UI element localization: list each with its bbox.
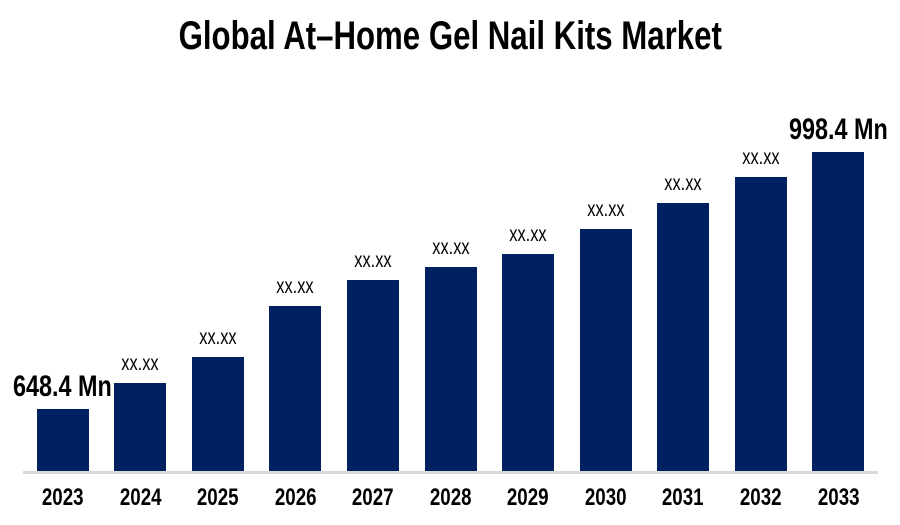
x-axis-label-2025: 2025 <box>197 484 239 511</box>
bar-group-2031: xx.xx <box>644 60 722 471</box>
bar-2026 <box>269 306 322 471</box>
x-axis-label-2033: 2033 <box>817 484 860 511</box>
bar-group-2025: xx.xx <box>179 60 257 471</box>
bar-2031 <box>657 203 710 471</box>
bar-value-label-2027: xx.xx <box>354 249 392 272</box>
x-axis-labels: 2023 2024 2025 2026 2027 2028 2029 2030 … <box>24 486 877 510</box>
bar-group-2027: xx.xx <box>334 60 412 471</box>
bar-2024 <box>114 383 167 471</box>
x-axis-label-2023: 2023 <box>41 484 84 511</box>
bar-group-2028: xx.xx <box>412 60 490 471</box>
bar-group-2033: 998.4 Mn <box>789 60 888 471</box>
x-axis-label-2028: 2028 <box>429 484 472 511</box>
x-axis-label-2027: 2027 <box>352 484 394 511</box>
bar-group-2023: 648.4 Mn <box>13 60 112 471</box>
bar-2025 <box>191 357 244 471</box>
bar-2033 <box>812 152 865 471</box>
bar-2028 <box>424 267 477 471</box>
bar-2032 <box>734 177 787 471</box>
bar-group-2032: xx.xx <box>722 60 800 471</box>
bar-plot-area: 648.4 Mn xx.xx xx.xx xx.xx xx.xx xx.xx x… <box>13 60 888 471</box>
bar-2023 <box>36 409 89 471</box>
bar-2030 <box>579 229 632 471</box>
bar-value-label-2029: xx.xx <box>509 223 547 246</box>
x-axis-label-2024: 2024 <box>119 484 162 511</box>
x-axis-line <box>23 471 878 474</box>
bar-2029 <box>502 254 555 471</box>
x-axis-label-2029: 2029 <box>507 484 549 511</box>
bar-value-label-2028: xx.xx <box>431 236 470 259</box>
bar-value-label-2023: 648.4 Mn <box>13 370 113 403</box>
bar-value-label-2033: 998.4 Mn <box>788 113 888 146</box>
x-axis-label-2030: 2030 <box>584 484 627 511</box>
bar-group-2030: xx.xx <box>567 60 645 471</box>
bar-value-label-2025: xx.xx <box>199 326 237 349</box>
bar-value-label-2030: xx.xx <box>586 198 625 221</box>
x-axis-label-2032: 2032 <box>739 484 782 511</box>
x-axis-label-2026: 2026 <box>274 484 317 511</box>
bar-group-2024: xx.xx <box>102 60 180 471</box>
bar-value-label-2032: xx.xx <box>742 146 780 169</box>
chart-title: Global At–Home Gel Nail Kits Market <box>0 13 900 59</box>
x-axis-label-2031: 2031 <box>662 484 704 511</box>
bar-value-label-2031: xx.xx <box>664 172 702 195</box>
bar-value-label-2024: xx.xx <box>121 352 159 375</box>
bar-group-2029: xx.xx <box>489 60 567 471</box>
chart-title-text: Global At–Home Gel Nail Kits Market <box>178 14 722 58</box>
bar-group-2026: xx.xx <box>257 60 335 471</box>
bar-value-label-2026: xx.xx <box>276 275 315 298</box>
bar-2027 <box>346 280 399 471</box>
